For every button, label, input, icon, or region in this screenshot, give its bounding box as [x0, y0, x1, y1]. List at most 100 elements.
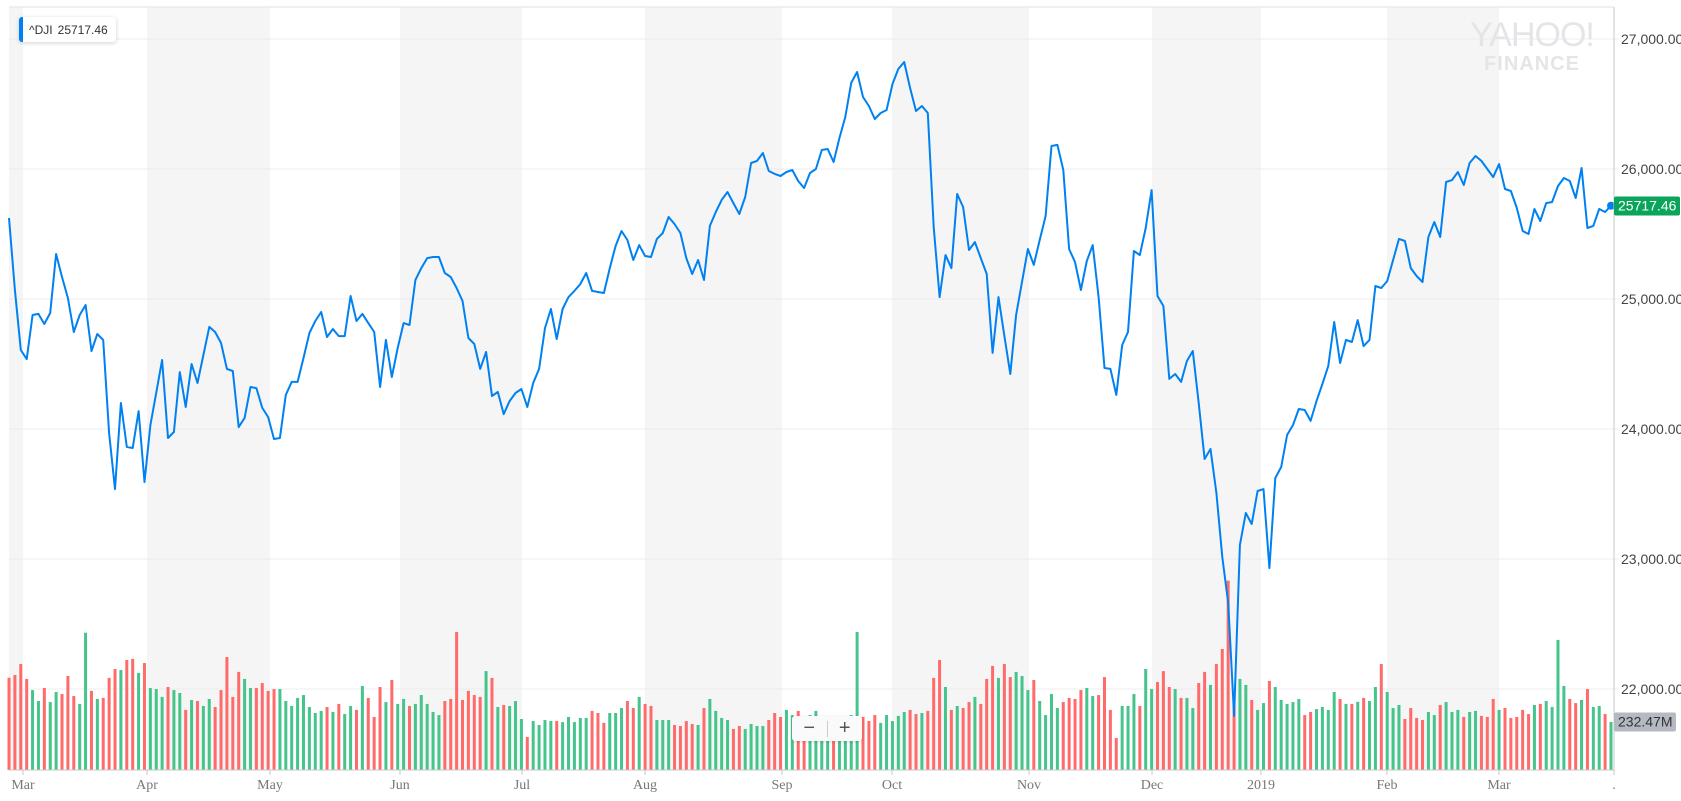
volume-bar: [914, 714, 918, 770]
y-tick-label: 25,000.00: [1621, 291, 1681, 307]
volume-bar: [1126, 705, 1130, 770]
volume-bar: [1285, 703, 1289, 770]
volume-bar: [1544, 701, 1548, 770]
volume-bar: [1468, 711, 1472, 770]
volume-bar: [272, 689, 276, 770]
volume-bar: [84, 632, 88, 770]
volume-bar: [54, 691, 58, 770]
volume-bar: [696, 724, 700, 770]
volume-bar: [779, 716, 783, 770]
volume-bar: [578, 717, 582, 770]
volume-bar: [1161, 671, 1165, 770]
volume-bar: [266, 690, 270, 770]
volume-bar: [354, 709, 358, 770]
volume-bar: [932, 677, 936, 770]
volume-bar: [773, 713, 777, 770]
volume-bar: [1279, 699, 1283, 770]
volume-bar: [1191, 708, 1195, 770]
volume-bar: [1344, 703, 1348, 770]
volume-bar: [1256, 709, 1260, 770]
volume-bar: [290, 705, 294, 770]
volume-bar: [7, 677, 11, 770]
volume-bar: [1503, 708, 1507, 770]
volume-bar: [254, 688, 258, 770]
zoom-controls: − +: [792, 716, 862, 741]
volume-bar: [166, 686, 170, 770]
volume-bar: [543, 720, 547, 770]
volume-bar: [1055, 708, 1059, 770]
volume-bar: [837, 716, 841, 770]
volume-bar: [1014, 671, 1018, 770]
volume-bar: [720, 717, 724, 770]
volume-bar: [1185, 697, 1189, 770]
volume-bar: [843, 716, 847, 770]
volume-bar: [1462, 716, 1466, 770]
volume-bar: [902, 711, 906, 770]
volume-bar: [514, 701, 518, 770]
x-tick-label: Nov: [1016, 778, 1042, 793]
volume-bar: [1368, 701, 1372, 770]
volume-bar: [631, 708, 635, 770]
volume-bar: [1450, 711, 1454, 770]
volume-bar: [749, 723, 753, 770]
price-line: [8, 61, 1612, 717]
volume-bar: [201, 705, 205, 770]
volume-bar: [1585, 689, 1589, 770]
volume-bar: [1409, 708, 1413, 770]
volume-bar: [1556, 639, 1560, 770]
x-tick-label: Aug: [632, 778, 658, 793]
volume-bar: [1415, 717, 1419, 770]
volume-bar: [1214, 664, 1218, 770]
volume-bar: [1309, 711, 1313, 770]
volume-bar: [1167, 686, 1171, 770]
month-band: [400, 7, 522, 770]
volume-bar: [107, 677, 111, 770]
volume-bar: [755, 726, 759, 770]
volume-bar: [608, 713, 612, 770]
zoom-out-button[interactable]: −: [803, 717, 816, 739]
volume-bar: [567, 716, 571, 770]
volume-bar: [826, 716, 830, 770]
volume-bar: [861, 716, 865, 770]
y-tick-label: 23,000.00: [1621, 551, 1681, 567]
volume-bar: [973, 696, 977, 770]
volume-bar: [190, 699, 194, 770]
volume-bar: [1061, 702, 1065, 770]
volume-bar: [142, 663, 146, 770]
volume-bar: [1097, 695, 1101, 770]
volume-bar: [325, 707, 329, 770]
volume-bar: [655, 720, 659, 770]
volume-bar: [678, 726, 682, 770]
volume-bar: [1144, 669, 1148, 770]
zoom-in-button[interactable]: +: [838, 717, 851, 739]
volume-bar: [178, 692, 182, 770]
volume-bar: [42, 688, 46, 770]
volume-bar: [296, 697, 300, 770]
volume-bar: [996, 677, 1000, 770]
volume-bar: [702, 708, 706, 770]
volume-bar: [301, 695, 305, 770]
volume-bar: [195, 701, 199, 770]
volume-bar: [396, 703, 400, 770]
series-legend[interactable]: ^DJI 25717.46: [19, 17, 116, 42]
volume-bar: [1538, 703, 1542, 770]
volume-bar: [731, 728, 735, 770]
volume-bar: [1073, 698, 1077, 770]
volume-bar: [496, 707, 500, 770]
volume-bar: [684, 721, 688, 770]
volume-bar: [1044, 715, 1048, 770]
month-band: [645, 7, 782, 770]
volume-bar: [1220, 648, 1224, 770]
volume-bar: [1108, 709, 1112, 770]
volume-bar: [1497, 709, 1501, 770]
volume-bar: [1568, 698, 1572, 770]
volume-bar: [690, 723, 694, 770]
volume-bar: [78, 703, 82, 770]
volume-bar: [378, 686, 382, 770]
price-line-group: [8, 61, 1615, 717]
volume-bar: [1244, 684, 1248, 770]
volume-bar: [360, 685, 364, 770]
x-tick-label: Apr: [136, 778, 158, 793]
volume-bar: [1008, 677, 1012, 770]
